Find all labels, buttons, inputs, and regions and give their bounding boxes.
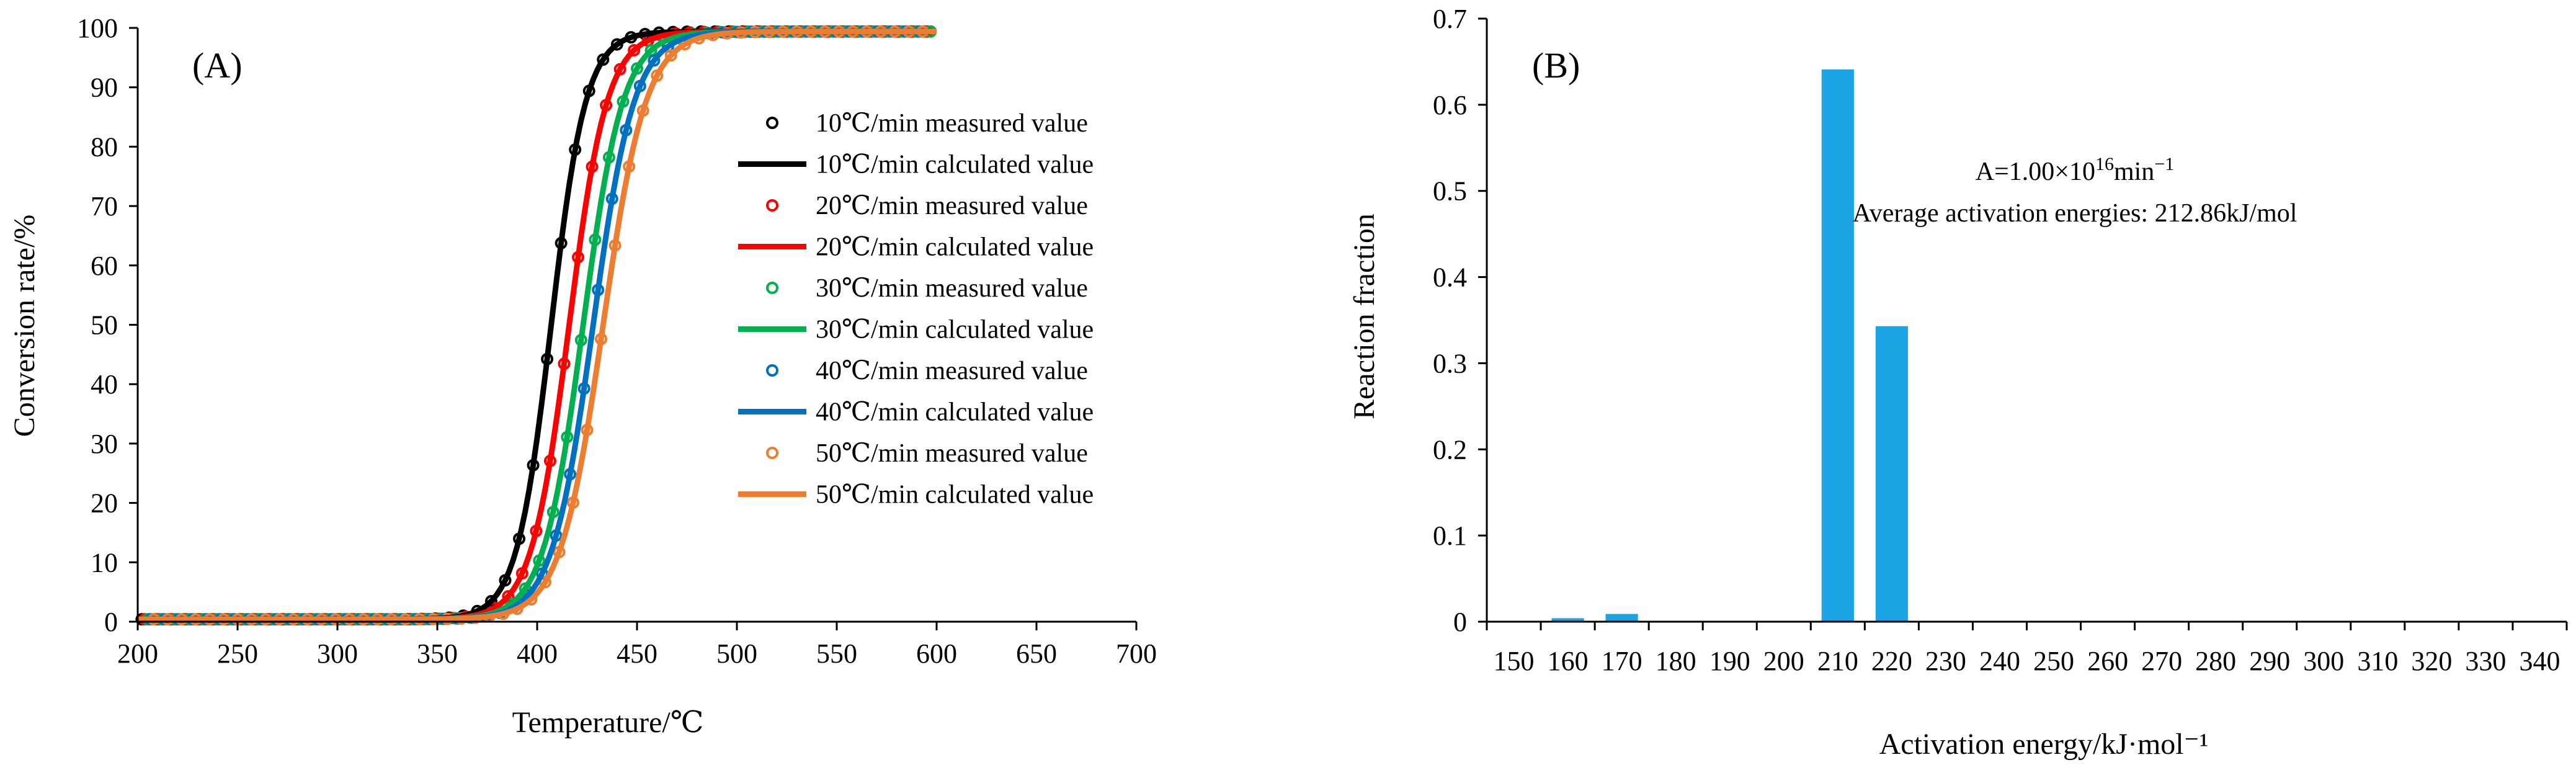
legend-calculated-label: 50℃/min calculated value [816, 481, 1094, 509]
panel-b-x-tick-label: 220 [1871, 646, 1912, 676]
annotation-unit-exponent: −1 [2154, 154, 2174, 174]
panel-b-x-ticks: 150 160 170 180 190 200 210 220 230 240 250 260 270 2… [1486, 622, 2568, 676]
panel-a-y-tick-label: 10 [91, 547, 118, 578]
legend-measured-marker [766, 282, 778, 294]
panel-b-x-tick-label: 150 [1494, 646, 1535, 676]
panel-b-x-tick-label: 170 [1602, 646, 1642, 676]
panel-b-y-tick-label: 0.6 [1433, 90, 1467, 120]
panel-b-x-tick-label: 280 [2195, 646, 2236, 676]
panel-a-y-tick-label: 80 [91, 132, 118, 162]
panel-b-y-axis-title: Reaction fraction [1348, 213, 1381, 419]
panel-b-x-tick-label: 210 [1817, 646, 1858, 676]
measured-point [664, 49, 677, 62]
legend-calculated-label: 20℃/min calculated value [816, 233, 1094, 262]
measured-point [648, 54, 661, 67]
legend-calculated-label: 30℃/min calculated value [816, 316, 1094, 344]
panel-a-x-tick-label: 650 [1016, 638, 1057, 669]
legend-measured-label: 10℃/min measured value [816, 109, 1088, 138]
panel-a-y-tick-label: 100 [77, 13, 118, 43]
panel-a-label: (A) [192, 45, 243, 86]
panel-a-y-tick-label: 70 [91, 191, 118, 221]
panel-b-y-tick-label: 0.4 [1433, 262, 1467, 293]
panel-a-x-tick-label: 350 [417, 638, 458, 669]
panel-b-x-tick-label: 320 [2411, 646, 2452, 676]
panel-a-y-tick-label: 0 [104, 607, 118, 637]
panel-a-x-tick-label: 550 [816, 638, 857, 669]
annotation-prefix: A=1.00×10 [1976, 158, 2095, 186]
panel-b-y-tick-label: 0.1 [1433, 521, 1467, 551]
panel-b-x-tick-label: 250 [2033, 646, 2074, 676]
panel-b-x-tick-label: 200 [1763, 646, 1804, 676]
panel-b-x-tick-label: 340 [2519, 646, 2560, 676]
panel-b-x-tick-label: 230 [1925, 646, 1966, 676]
bar-170 [1605, 614, 1638, 622]
panel-b-x-tick-label: 190 [1709, 646, 1750, 676]
panel-a-x-tick-label: 400 [517, 638, 558, 669]
panel-b-x-tick-label: 160 [1548, 646, 1589, 676]
panel-a-x-tick-label: 250 [217, 638, 258, 669]
panel-b-x-tick-label: 180 [1656, 646, 1696, 676]
panel-a-legend: 10℃/min measured value 10℃/min calculated… [738, 109, 1094, 509]
panel-a-y-tick-label: 90 [91, 73, 118, 103]
bar-160 [1551, 618, 1584, 622]
panel-b-x-tick-label: 240 [1979, 646, 2020, 676]
panel-a-y-tick-label: 30 [91, 429, 118, 459]
panel-b-y-tick-label: 0.5 [1433, 176, 1467, 207]
legend-measured-label: 30℃/min measured value [816, 274, 1088, 303]
panel-a-y-tick-label: 20 [91, 488, 118, 519]
legend-measured-label: 20℃/min measured value [816, 192, 1088, 220]
panel-b-label: (B) [1532, 45, 1580, 86]
panel-a-x-tick-label: 450 [617, 638, 657, 669]
measured-point [628, 43, 641, 56]
legend-calculated-label: 40℃/min calculated value [816, 398, 1094, 427]
bar-220 [1875, 326, 1908, 622]
annotation-exponent: 16 [2095, 154, 2114, 174]
panel-b-annotation-line1: A=1.00×1016min−1 [1976, 154, 2174, 186]
panel-a-x-tick-label: 700 [1116, 638, 1157, 669]
panel-b-y-tick-label: 0.3 [1433, 348, 1467, 378]
panel-b-x-tick-label: 330 [2465, 646, 2506, 676]
panel-a-y-tick-label: 50 [91, 310, 118, 341]
panel-a-plot-area [135, 25, 937, 626]
panel-b-x-tick-label: 270 [2141, 646, 2182, 676]
panel-a-x-ticks: 200 250 300 350 400 450 500 550 600 650 700 [117, 622, 1157, 669]
panel-a-x-tick-label: 500 [716, 638, 757, 669]
panel-b-x-tick-label: 300 [2303, 646, 2344, 676]
panel-a-y-axis-title: Conversion rate/% [8, 215, 41, 437]
panel-a-y-ticks: 0 10 20 30 40 50 60 70 80 90 100 [77, 13, 138, 637]
legend-measured-label: 40℃/min measured value [816, 357, 1088, 385]
panel-a-x-tick-label: 600 [916, 638, 957, 669]
annotation-unit: min [2114, 158, 2154, 186]
legend-measured-label: 50℃/min measured value [816, 439, 1088, 468]
panel-b-annotation-line2: Average activation energies: 212.86kJ/mo… [1853, 199, 2297, 228]
bar-210 [1821, 69, 1854, 622]
series-5-calculated-line [138, 29, 937, 622]
panel-b-x-tick-label: 260 [2087, 646, 2128, 676]
legend-measured-marker [766, 364, 778, 377]
panel-b-bars [1497, 69, 2556, 622]
panel-a-x-tick-label: 200 [117, 638, 158, 669]
panel-a-x-axis-title: Temperature/℃ [512, 706, 704, 739]
panel-a-x-tick-label: 300 [317, 638, 358, 669]
legend-measured-marker [766, 199, 778, 212]
panel-b-x-tick-label: 290 [2249, 646, 2290, 676]
panel-b-y-ticks: 0 0.1 0.2 0.3 0.4 0.5 0.6 0.7 [1433, 4, 1487, 637]
panel-a-y-tick-label: 60 [91, 251, 118, 281]
panel-b-y-tick-label: 0.2 [1433, 434, 1467, 465]
legend-measured-marker [766, 117, 778, 129]
panel-b-y-tick-label: 0.7 [1433, 4, 1467, 34]
legend-measured-marker [766, 447, 778, 459]
panel-b-x-axis-title: Activation energy/kJ·mol⁻¹ [1879, 728, 2209, 761]
panel-b-x-tick-label: 310 [2357, 646, 2398, 676]
legend-calculated-label: 10℃/min calculated value [816, 151, 1094, 179]
panel-b-bar-chart: 150 160 170 180 190 200 210 220 230 240 250 260 270 2… [1348, 4, 2568, 761]
measured-point [484, 595, 497, 608]
panel-a-line-chart: 200 250 300 350 400 450 500 550 600 650 700 0 10 20 3… [8, 13, 1157, 739]
panel-b-y-tick-label: 0 [1453, 607, 1467, 637]
panel-a-y-tick-label: 40 [91, 369, 118, 400]
